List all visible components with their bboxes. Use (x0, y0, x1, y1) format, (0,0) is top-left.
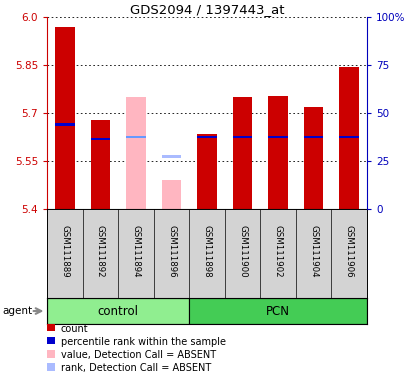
Text: GSM111898: GSM111898 (202, 225, 211, 278)
Text: GSM111894: GSM111894 (131, 225, 140, 278)
Bar (267, 136, 287, 138)
Bar (303, 107, 323, 209)
Text: PCN: PCN (265, 305, 290, 318)
Bar (161, 156, 181, 157)
Text: GSM111906: GSM111906 (344, 225, 353, 278)
Text: count: count (61, 324, 88, 334)
Text: control: control (97, 305, 138, 318)
Text: GSM111900: GSM111900 (238, 225, 247, 278)
Bar (55, 123, 74, 126)
Bar (232, 97, 252, 209)
Bar (339, 136, 358, 138)
Text: GSM111902: GSM111902 (273, 225, 282, 278)
Bar (232, 136, 252, 138)
Bar (197, 134, 216, 209)
Bar (126, 97, 146, 209)
Text: percentile rank within the sample: percentile rank within the sample (61, 337, 225, 347)
Bar (90, 120, 110, 209)
Bar (126, 136, 146, 138)
Text: GSM111896: GSM111896 (166, 225, 175, 278)
Bar (197, 136, 216, 138)
Bar (161, 180, 181, 209)
Bar (303, 136, 323, 138)
Text: value, Detection Call = ABSENT: value, Detection Call = ABSENT (61, 350, 215, 360)
Bar (90, 138, 110, 140)
Text: GSM111892: GSM111892 (96, 225, 105, 278)
Text: rank, Detection Call = ABSENT: rank, Detection Call = ABSENT (61, 363, 210, 373)
Bar (47, 298, 189, 324)
Title: GDS2094 / 1397443_at: GDS2094 / 1397443_at (130, 3, 283, 16)
Text: GSM111889: GSM111889 (60, 225, 69, 278)
Bar (339, 67, 358, 209)
Text: GSM111904: GSM111904 (308, 225, 317, 278)
Bar (189, 298, 366, 324)
Text: agent: agent (2, 306, 32, 316)
Bar (267, 96, 287, 209)
Bar (55, 27, 74, 209)
